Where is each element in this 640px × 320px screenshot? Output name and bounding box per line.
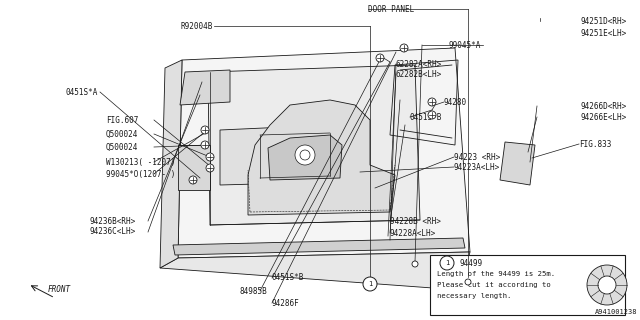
Text: Q500024: Q500024 — [106, 130, 138, 139]
Circle shape — [295, 145, 315, 165]
Circle shape — [206, 164, 214, 172]
Text: 99045*O(1207- ): 99045*O(1207- ) — [106, 170, 175, 179]
Circle shape — [598, 276, 616, 294]
Text: 94251E<LH>: 94251E<LH> — [580, 28, 627, 37]
Text: 62282A<RH>: 62282A<RH> — [395, 60, 441, 68]
Text: 94228B <RH>: 94228B <RH> — [390, 218, 441, 227]
Text: 99045*A: 99045*A — [449, 41, 481, 50]
Circle shape — [465, 279, 471, 285]
Text: 94266E<LH>: 94266E<LH> — [580, 113, 627, 122]
Text: Please cut it according to: Please cut it according to — [437, 282, 551, 288]
Circle shape — [587, 265, 627, 305]
Text: 0451S*B: 0451S*B — [409, 113, 442, 122]
Text: DOOR PANEL: DOOR PANEL — [368, 4, 414, 13]
Text: 94499: 94499 — [460, 259, 483, 268]
Circle shape — [189, 176, 197, 184]
Text: 94236B<RH>: 94236B<RH> — [89, 217, 135, 226]
Circle shape — [440, 256, 454, 270]
Polygon shape — [180, 70, 230, 105]
Text: 94280: 94280 — [444, 98, 467, 107]
Text: 94251D<RH>: 94251D<RH> — [580, 17, 627, 26]
Text: A941001238: A941001238 — [595, 309, 637, 315]
Polygon shape — [178, 145, 210, 190]
Text: 1: 1 — [368, 281, 372, 287]
Polygon shape — [500, 142, 535, 185]
Text: 84985B: 84985B — [240, 286, 268, 295]
Circle shape — [428, 98, 436, 106]
Text: FIG.607: FIG.607 — [106, 116, 138, 124]
Text: FIG.833: FIG.833 — [579, 140, 611, 148]
Circle shape — [412, 261, 418, 267]
Text: FRONT: FRONT — [48, 285, 71, 294]
Polygon shape — [268, 135, 342, 180]
Polygon shape — [160, 60, 182, 268]
Text: Q500024: Q500024 — [106, 142, 138, 151]
Polygon shape — [248, 100, 395, 215]
Circle shape — [363, 277, 377, 291]
Circle shape — [428, 111, 436, 119]
Circle shape — [201, 141, 209, 149]
Text: 94286F: 94286F — [272, 299, 300, 308]
Polygon shape — [178, 48, 470, 258]
Text: 1: 1 — [445, 260, 449, 266]
Circle shape — [206, 153, 214, 161]
Text: W130213( -1207): W130213( -1207) — [106, 157, 175, 166]
Text: 94236C<LH>: 94236C<LH> — [89, 228, 135, 236]
Polygon shape — [173, 238, 465, 255]
Polygon shape — [160, 252, 470, 290]
Text: necessary length.: necessary length. — [437, 293, 511, 299]
Circle shape — [201, 126, 209, 134]
Text: 62282B<LH>: 62282B<LH> — [395, 69, 441, 78]
Text: Length of the 94499 is 25m.: Length of the 94499 is 25m. — [437, 271, 555, 277]
Text: 94223 <RH>: 94223 <RH> — [454, 153, 500, 162]
FancyBboxPatch shape — [430, 255, 625, 315]
Text: 0451S*B: 0451S*B — [272, 274, 305, 283]
Text: 94228A<LH>: 94228A<LH> — [390, 228, 436, 237]
Text: 0451S*A: 0451S*A — [66, 87, 99, 97]
Text: 94223A<LH>: 94223A<LH> — [454, 163, 500, 172]
Text: 94266D<RH>: 94266D<RH> — [580, 101, 627, 110]
Circle shape — [400, 44, 408, 52]
Circle shape — [376, 54, 384, 62]
Text: R92004B: R92004B — [180, 21, 213, 30]
Polygon shape — [220, 125, 330, 185]
Polygon shape — [208, 65, 420, 225]
